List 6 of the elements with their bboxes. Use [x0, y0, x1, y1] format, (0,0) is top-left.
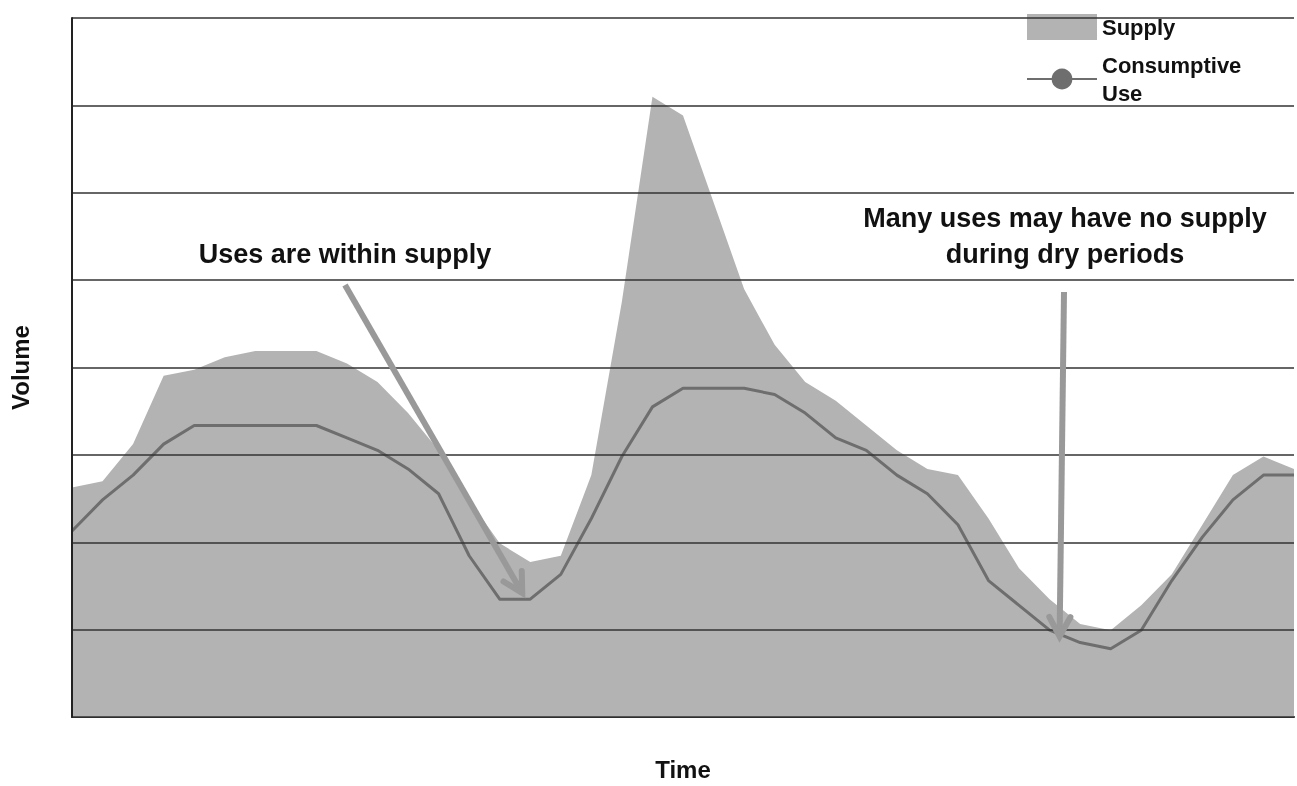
annotation: Many uses may have no supply during dry periods: [862, 202, 1268, 271]
legend-label: Supply: [1102, 14, 1177, 40]
annotation: Uses are within supply: [197, 238, 493, 271]
y-axis-title: Volume: [6, 325, 34, 410]
x-axis-title: Time: [655, 755, 711, 783]
legend-label: Consumptive Use: [1102, 52, 1248, 106]
